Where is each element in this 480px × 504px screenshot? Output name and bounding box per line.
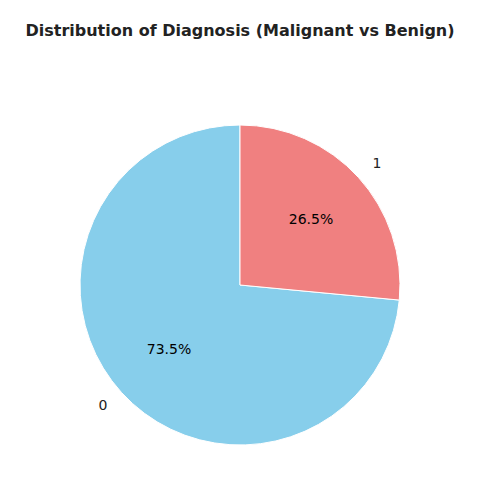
slice — [240, 125, 400, 300]
category-label: 0 — [99, 397, 108, 413]
category-label: 1 — [373, 155, 382, 171]
slice — [80, 125, 399, 445]
pie: 0 1 73.5% 26.5% — [80, 125, 400, 445]
data-label: 73.5% — [147, 341, 191, 357]
data-label: 26.5% — [289, 211, 333, 227]
chart: Distribution of Diagnosis (Malignant vs … — [0, 0, 480, 504]
title: Distribution of Diagnosis (Malignant vs … — [25, 21, 454, 40]
